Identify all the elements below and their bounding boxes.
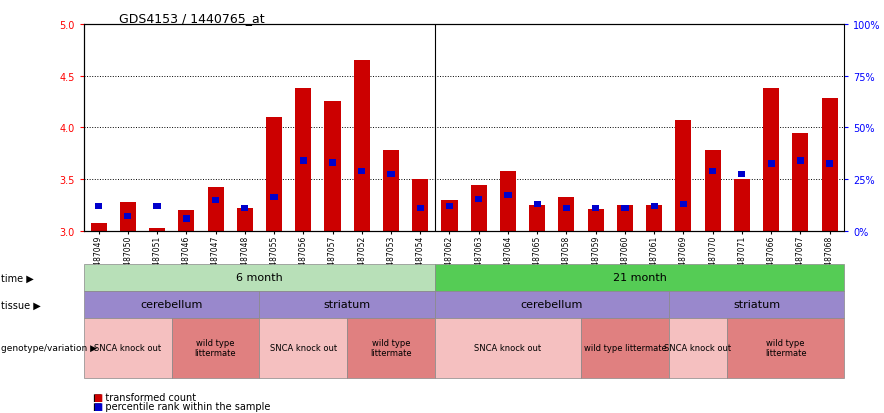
Bar (387, 171, 394, 178)
Text: SNCA knock out: SNCA knock out (270, 344, 337, 352)
Bar (534, 201, 541, 207)
Bar (588, 210, 604, 231)
Bar (646, 206, 662, 231)
Bar (470, 186, 487, 231)
Bar (266, 118, 282, 231)
Bar (383, 151, 399, 231)
Bar (329, 160, 336, 166)
Text: striatum: striatum (733, 299, 780, 310)
Bar (358, 169, 365, 174)
Bar (271, 194, 278, 200)
Bar (95, 203, 103, 210)
Text: time ▶: time ▶ (1, 273, 34, 283)
Bar (183, 216, 190, 222)
Bar (295, 89, 311, 231)
Bar (826, 161, 834, 167)
Bar (563, 205, 570, 211)
Text: cerebellum: cerebellum (141, 299, 203, 310)
Text: wild type
littermate: wild type littermate (765, 338, 806, 358)
Bar (120, 202, 136, 231)
Bar (734, 180, 750, 231)
Bar (208, 188, 224, 231)
Text: 21 month: 21 month (613, 273, 667, 283)
Bar (796, 158, 804, 164)
Bar (241, 205, 248, 211)
Bar (763, 89, 779, 231)
Bar (300, 158, 307, 164)
Text: wild type
littermate: wild type littermate (370, 338, 412, 358)
Text: ■ transformed count: ■ transformed count (93, 392, 196, 402)
Text: SNCA knock out: SNCA knock out (475, 344, 542, 352)
Bar (412, 180, 428, 231)
Bar (446, 203, 453, 210)
Bar (441, 200, 458, 231)
Text: ■: ■ (93, 401, 102, 411)
Bar (680, 201, 687, 207)
Bar (559, 197, 575, 231)
Bar (767, 161, 774, 167)
Bar (621, 205, 629, 211)
Text: GDS4153 / 1440765_at: GDS4153 / 1440765_at (119, 12, 265, 25)
Text: SNCA knock out: SNCA knock out (665, 344, 732, 352)
Text: cerebellum: cerebellum (521, 299, 583, 310)
Bar (354, 61, 370, 231)
Bar (651, 203, 658, 210)
Bar (617, 206, 633, 231)
Text: 6 month: 6 month (236, 273, 283, 283)
Bar (90, 223, 107, 231)
Bar (154, 203, 161, 210)
Text: ■: ■ (93, 392, 102, 402)
Bar (125, 214, 132, 220)
Bar (675, 121, 691, 231)
Bar (324, 102, 340, 231)
Bar (500, 171, 516, 231)
Bar (709, 169, 716, 174)
Text: SNCA knock out: SNCA knock out (95, 344, 162, 352)
Bar (792, 133, 808, 231)
Bar (505, 192, 512, 198)
Bar (237, 209, 253, 231)
Bar (821, 99, 838, 231)
Text: tissue ▶: tissue ▶ (1, 299, 41, 310)
Text: wild type
littermate: wild type littermate (194, 338, 236, 358)
Bar (179, 211, 194, 231)
Bar (475, 196, 483, 202)
Bar (592, 205, 599, 211)
Bar (705, 151, 720, 231)
Text: wild type littermate: wild type littermate (583, 344, 667, 352)
Bar (416, 205, 423, 211)
Text: striatum: striatum (324, 299, 370, 310)
Bar (212, 197, 219, 203)
Bar (738, 171, 745, 178)
Text: ■ percentile rank within the sample: ■ percentile rank within the sample (93, 401, 271, 411)
Bar (530, 206, 545, 231)
Bar (149, 228, 165, 231)
Text: genotype/variation ▶: genotype/variation ▶ (1, 344, 97, 352)
